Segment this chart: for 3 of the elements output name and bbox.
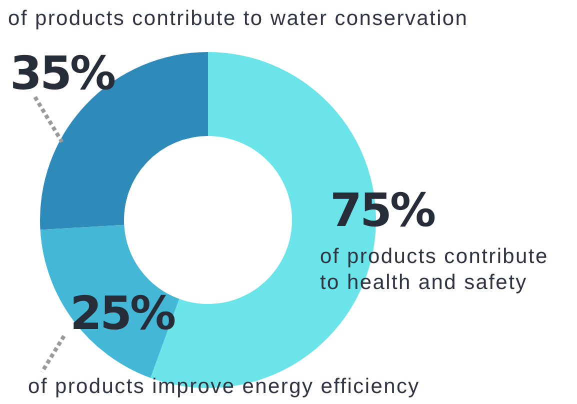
slice-label: of products contribute to water conservation <box>8 6 470 32</box>
data-label: 25% <box>70 286 174 340</box>
data-label: 35% <box>10 46 114 100</box>
